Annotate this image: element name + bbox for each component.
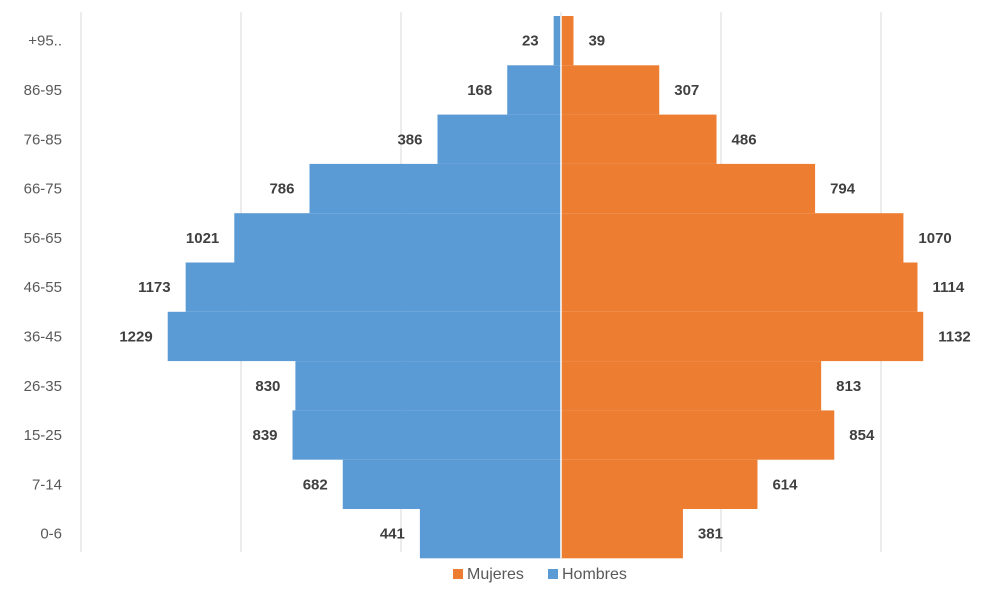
data-label-mujeres-76-85: 486: [732, 131, 757, 148]
data-label-mujeres-15-25: 854: [849, 427, 875, 444]
category-label: 46-55: [24, 279, 62, 296]
category-label: 76-85: [24, 131, 62, 148]
category-label: 7-14: [32, 476, 62, 493]
legend-label-hombres: Hombres: [562, 566, 627, 583]
data-label-hombres-26-35: 830: [255, 378, 280, 395]
bar-hombres-76-85: [437, 114, 561, 164]
legend: Mujeres Hombres: [453, 566, 627, 583]
category-label: 86-95: [24, 82, 62, 99]
bar-mujeres-36-45: [561, 311, 924, 362]
data-label-mujeres-+95..: 39: [588, 33, 605, 50]
bar-hombres-0-6: [419, 509, 561, 559]
data-label-hombres-36-45: 1229: [119, 328, 152, 345]
bar-mujeres-+95..: [561, 16, 574, 66]
data-label-mujeres-56-65: 1070: [918, 230, 951, 247]
category-label: 36-45: [24, 328, 62, 345]
legend-swatch-mujeres: [453, 569, 463, 579]
data-label-mujeres-0-6: 381: [698, 526, 723, 543]
data-label-mujeres-46-55: 1114: [932, 279, 964, 296]
bar-mujeres-66-75: [561, 163, 816, 214]
data-label-hombres-66-75: 786: [269, 181, 294, 198]
bar-mujeres-7-14: [561, 459, 758, 509]
category-label: 0-6: [40, 526, 62, 543]
data-label-hombres-0-6: 441: [380, 526, 405, 543]
category-label: 15-25: [24, 427, 62, 444]
legend-label-mujeres: Mujeres: [467, 566, 524, 583]
legend-swatch-hombres: [548, 569, 558, 579]
bar-hombres-86-95: [507, 65, 561, 115]
bars: [167, 16, 924, 559]
category-label: 56-65: [24, 230, 62, 247]
bar-mujeres-46-55: [561, 262, 918, 312]
data-label-mujeres-66-75: 794: [830, 181, 856, 198]
data-label-hombres-7-14: 682: [303, 476, 328, 493]
bar-mujeres-76-85: [561, 114, 717, 164]
category-label: 66-75: [24, 181, 62, 198]
bar-hombres-36-45: [167, 311, 561, 362]
bar-hombres-15-25: [292, 410, 561, 460]
category-label: +95..: [28, 33, 62, 50]
bar-mujeres-0-6: [561, 509, 683, 559]
data-label-hombres-56-65: 1021: [186, 230, 219, 247]
data-label-hombres-+95..: 23: [522, 33, 539, 50]
data-label-hombres-46-55: 1173: [138, 279, 171, 296]
data-label-mujeres-26-35: 813: [836, 378, 861, 395]
data-label-hombres-15-25: 839: [252, 427, 277, 444]
data-label-mujeres-7-14: 614: [772, 476, 798, 493]
bar-mujeres-56-65: [561, 213, 904, 263]
data-label-hombres-76-85: 386: [397, 131, 422, 148]
bar-mujeres-86-95: [561, 65, 660, 115]
bar-hombres-+95..: [553, 16, 561, 66]
data-label-mujeres-86-95: 307: [674, 82, 699, 99]
bar-hombres-26-35: [295, 361, 561, 411]
bar-hombres-66-75: [309, 163, 561, 214]
category-axis: 0-6 7-14 15-25 26-35 36-45 46-55 56-65 66-75 76-…: [24, 33, 62, 543]
data-label-hombres-86-95: 168: [467, 82, 492, 99]
data-labels: 441 381 682 614 839 854 830 813 1229 1132 1173 1114…: [119, 33, 970, 543]
category-label: 26-35: [24, 378, 62, 395]
bar-mujeres-26-35: [561, 361, 822, 411]
data-label-mujeres-36-45: 1132: [938, 328, 971, 345]
bar-mujeres-15-25: [561, 410, 835, 460]
bar-hombres-46-55: [185, 262, 561, 312]
bar-hombres-7-14: [342, 459, 561, 509]
bar-hombres-56-65: [234, 213, 561, 263]
